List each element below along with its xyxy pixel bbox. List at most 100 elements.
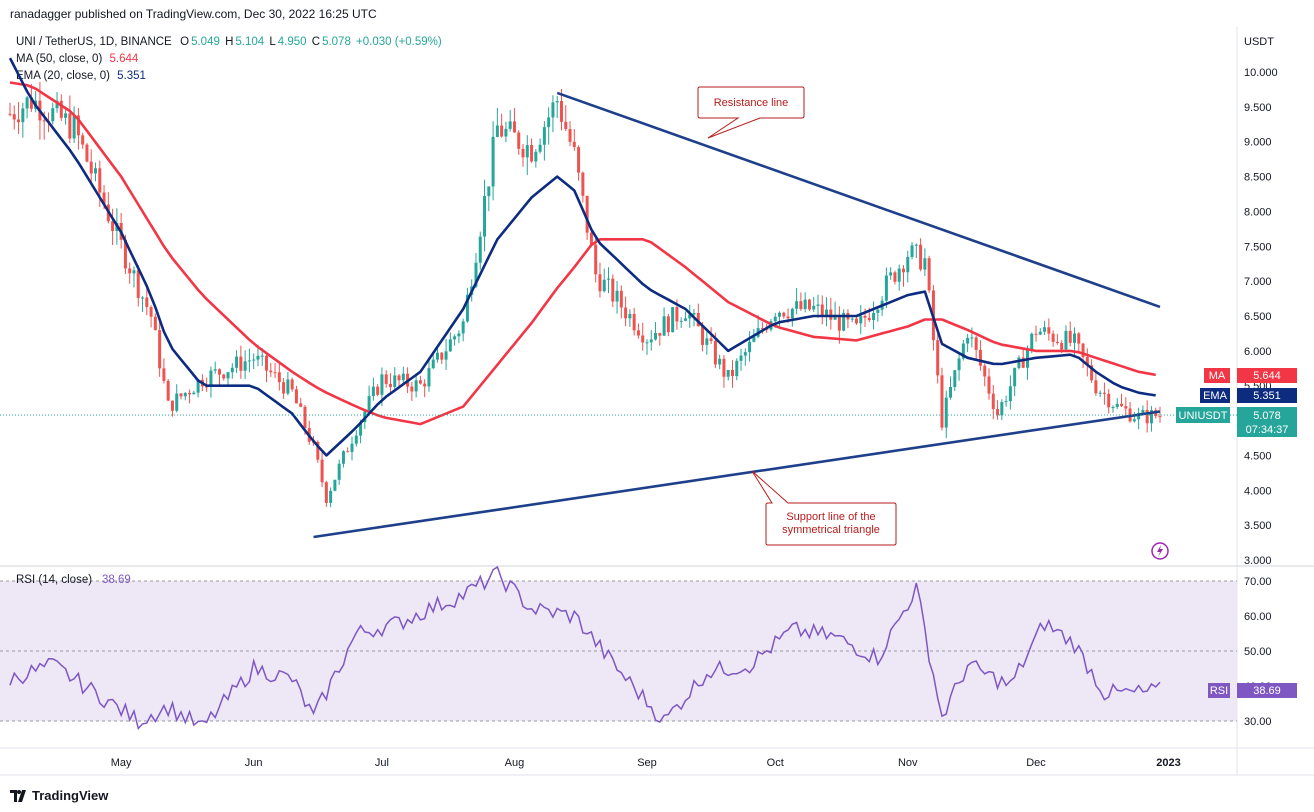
candle-body	[525, 145, 529, 158]
candle-body	[1149, 410, 1153, 424]
lightning-icon[interactable]	[1151, 542, 1169, 560]
ema-legend-row[interactable]: EMA (20, close, 0) 5.351	[16, 68, 444, 85]
support-callout[interactable]: Support line of the symmetrical triangle	[751, 470, 897, 546]
candle-body	[282, 382, 286, 394]
candle-body	[299, 403, 303, 407]
candle-body	[68, 113, 72, 139]
candle-body	[1043, 327, 1047, 332]
candle-body	[239, 356, 243, 371]
time-tick-label: Oct	[767, 757, 784, 769]
time-axis[interactable]: May Jun Jul Aug Sep Oct Nov Dec 2023	[111, 757, 1181, 769]
rsi-tag-value: 38.69	[1253, 685, 1281, 697]
candle-body	[837, 314, 841, 331]
candle-body	[410, 386, 414, 392]
candle-body	[252, 359, 256, 361]
candle-body	[803, 299, 807, 309]
candle-body	[145, 297, 149, 308]
resistance-callout[interactable]: Resistance line	[697, 86, 805, 139]
candle-body	[799, 301, 803, 309]
candle-body	[303, 406, 307, 429]
trendlines[interactable]	[313, 91, 1161, 539]
ema-line	[8, 57, 1156, 457]
candle-body	[269, 370, 273, 373]
candle-body	[534, 151, 538, 162]
candle-body	[329, 490, 333, 503]
price-tick-label: 10.000	[1244, 67, 1278, 79]
candle-body	[444, 351, 448, 360]
candle-body	[581, 172, 585, 196]
candle-body	[393, 375, 397, 387]
candle-body	[1111, 407, 1115, 409]
candle-body	[927, 258, 931, 291]
price-tick-label: 3.500	[1244, 520, 1272, 532]
rsi-line	[9, 565, 1161, 731]
ema-tag-label: EMA	[1203, 390, 1228, 402]
candle-body	[89, 161, 93, 174]
candle-body	[286, 379, 290, 394]
candle-body	[748, 341, 752, 353]
price-tick-label: 3.000	[1244, 555, 1272, 567]
candle-body	[128, 268, 132, 274]
candle-body	[555, 101, 559, 103]
ma-price-tag: MA 5.644	[1176, 368, 1297, 383]
candle-body	[1051, 333, 1055, 342]
candle-body	[654, 332, 658, 340]
candle-body	[277, 372, 281, 383]
ema-price-tag: EMA 5.351	[1200, 388, 1297, 403]
candle-body	[863, 315, 867, 318]
candle-body	[739, 355, 743, 361]
candle-body	[752, 336, 756, 342]
high-label: H	[225, 36, 234, 48]
candle-body	[919, 244, 923, 270]
candle-body	[730, 369, 734, 377]
rsi-tick-label: 60.00	[1244, 611, 1272, 623]
candle-body	[359, 422, 363, 436]
candle-body	[538, 144, 542, 152]
price-tick-label: 8.000	[1244, 206, 1272, 218]
indicator-lines	[8, 57, 1156, 457]
candle-body	[709, 338, 713, 342]
resistance-trendline[interactable]	[556, 91, 1161, 309]
candle-body	[132, 270, 136, 274]
tradingview-logo[interactable]: TradingView	[10, 788, 108, 803]
candle-body	[1055, 341, 1059, 343]
candle-body	[183, 392, 187, 397]
candle-body	[448, 339, 452, 352]
time-tick-label: Nov	[898, 757, 918, 769]
candle-body	[1034, 333, 1038, 335]
candle-body	[427, 368, 431, 387]
candle-body	[487, 186, 491, 197]
candle-body	[1004, 401, 1008, 403]
candle-body	[671, 307, 675, 333]
candle-body	[658, 332, 662, 336]
candle-body	[294, 389, 298, 404]
candle-body	[483, 196, 487, 237]
support-trendline[interactable]	[313, 410, 1161, 539]
candle-body	[102, 192, 106, 205]
candle-body	[401, 373, 405, 381]
candle-body	[572, 141, 576, 148]
currency-label: USDT	[1244, 36, 1274, 48]
candle-body	[547, 117, 551, 128]
candle-body	[940, 375, 944, 428]
symbol-label[interactable]: UNI / TetherUS, 1D, BINANCE	[16, 36, 172, 48]
time-tick-label: Aug	[505, 757, 525, 769]
candle-body	[1072, 333, 1076, 343]
candle-body	[577, 147, 581, 173]
candle-body	[371, 386, 375, 397]
candle-body	[457, 333, 461, 337]
candle-body	[414, 380, 418, 392]
candle-body	[170, 400, 174, 411]
candle-body	[380, 374, 384, 395]
rsi-legend-label[interactable]: RSI (14, close)	[16, 574, 92, 586]
candle-body	[260, 355, 264, 357]
candle-body	[666, 316, 670, 333]
candle-body	[760, 328, 764, 330]
candle-body	[1060, 342, 1064, 350]
candle-body	[594, 244, 598, 275]
ma-legend-value: 5.644	[109, 53, 139, 65]
candle-body	[705, 338, 709, 345]
ma-legend-row[interactable]: MA (50, close, 0) 5.644	[16, 51, 444, 68]
candle-body	[25, 97, 29, 109]
